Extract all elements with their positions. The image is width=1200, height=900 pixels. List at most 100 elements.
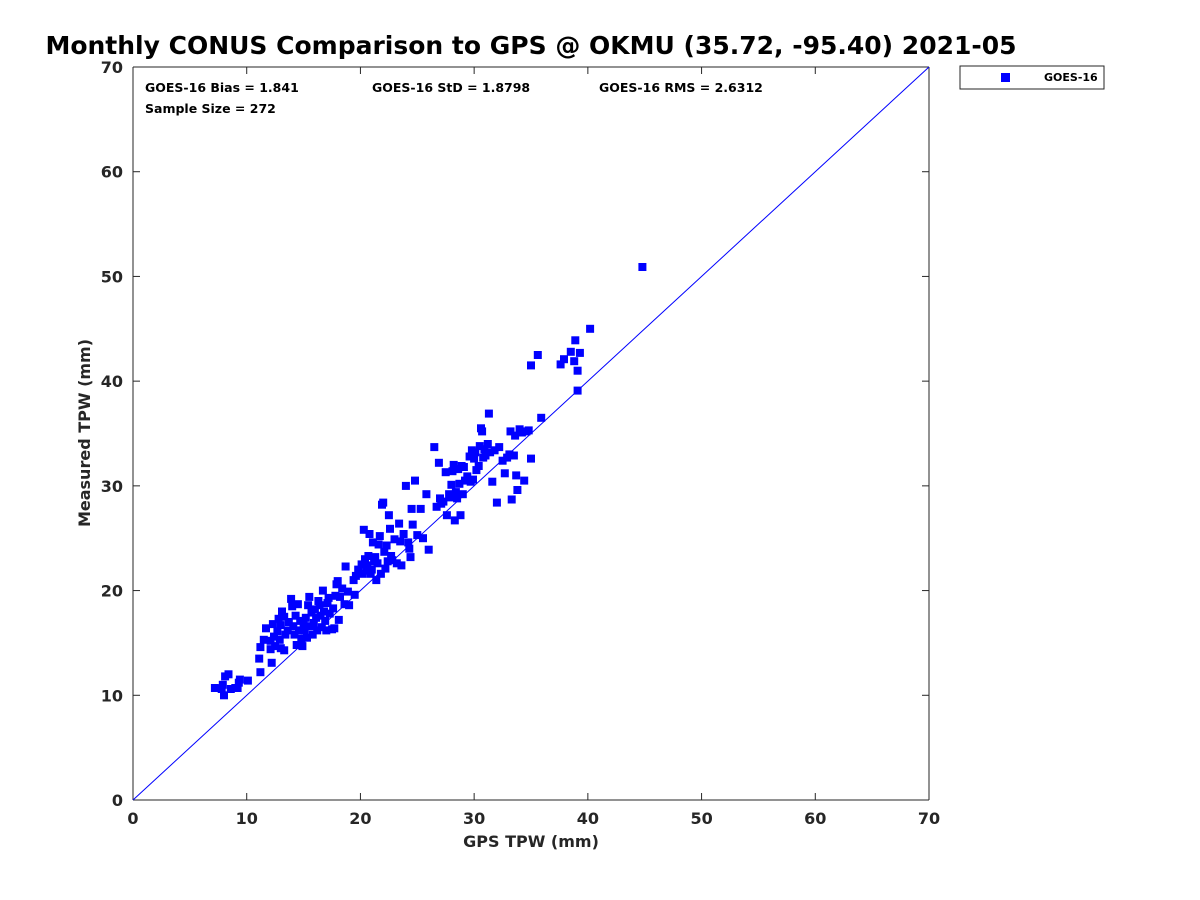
data-point	[419, 534, 427, 543]
std-annotation: GOES-16 StD = 1.8798	[372, 80, 530, 95]
x-axis-label: GPS TPW (mm)	[463, 832, 599, 851]
data-point	[218, 680, 227, 689]
data-point	[320, 607, 328, 616]
data-point	[380, 547, 389, 556]
data-point	[234, 678, 243, 687]
data-point	[474, 462, 483, 470]
data-point	[371, 553, 380, 562]
data-point	[527, 361, 535, 370]
data-point	[446, 493, 455, 502]
sample-size-annotation: Sample Size = 272	[145, 101, 276, 116]
data-point	[284, 618, 293, 626]
data-point	[455, 479, 464, 488]
data-point	[392, 559, 401, 568]
y-tick-label: 10	[101, 686, 123, 705]
data-point	[573, 386, 582, 395]
data-point	[453, 494, 462, 503]
data-point	[512, 471, 521, 480]
data-point	[498, 456, 507, 465]
data-point	[372, 576, 381, 585]
data-point	[537, 413, 546, 422]
data-point	[266, 645, 275, 654]
data-point	[366, 569, 375, 578]
data-point	[220, 691, 228, 700]
data-point	[507, 495, 516, 504]
data-point	[575, 348, 584, 357]
data-point	[217, 685, 226, 693]
data-point	[533, 351, 542, 359]
x-tick-label: 0	[127, 809, 138, 828]
data-point	[259, 635, 268, 644]
chart-title: Monthly CONUS Comparison to GPS @ OKMU (…	[45, 31, 1016, 60]
data-point	[458, 490, 467, 499]
data-point	[390, 535, 399, 544]
data-point	[278, 607, 286, 616]
data-point	[506, 427, 515, 436]
data-point	[449, 460, 458, 469]
data-point	[570, 357, 579, 366]
data-point	[401, 481, 410, 490]
data-point	[407, 504, 416, 513]
x-tick-label: 30	[463, 809, 485, 828]
data-point	[292, 641, 301, 649]
data-point	[224, 670, 233, 679]
data-point	[362, 566, 371, 575]
data-point	[270, 632, 278, 641]
data-point	[451, 488, 460, 497]
data-point	[338, 584, 347, 593]
data-point	[309, 619, 318, 627]
data-point	[560, 355, 568, 364]
x-tick-label: 60	[804, 809, 826, 828]
data-point	[556, 360, 565, 369]
data-point	[345, 601, 354, 610]
data-point	[333, 577, 342, 586]
data-point	[290, 630, 299, 639]
data-point	[405, 544, 414, 553]
data-point	[571, 336, 580, 345]
data-point	[308, 630, 317, 639]
data-point	[638, 263, 647, 271]
data-point	[381, 564, 390, 573]
data-point	[408, 520, 417, 529]
data-point	[586, 324, 595, 333]
data-point	[422, 490, 431, 499]
data-point	[488, 477, 497, 486]
data-point	[471, 448, 480, 457]
y-tick-label: 0	[112, 791, 123, 810]
data-point	[340, 600, 349, 609]
stats-annotations: GOES-16 Bias = 1.841 GOES-16 StD = 1.879…	[145, 80, 763, 116]
data-point	[459, 463, 468, 471]
data-point	[310, 605, 319, 614]
data-point	[354, 565, 363, 574]
data-point	[267, 658, 276, 667]
data-point	[461, 476, 469, 485]
legend-marker	[1001, 73, 1010, 82]
data-point	[331, 591, 340, 600]
data-point	[287, 594, 296, 603]
data-point	[566, 347, 575, 356]
data-point	[322, 626, 331, 635]
data-point	[448, 467, 457, 476]
data-point	[397, 561, 406, 570]
x-tick-label: 50	[690, 809, 712, 828]
data-point	[274, 614, 283, 623]
data-point	[255, 654, 264, 663]
x-tick-label: 20	[349, 809, 371, 828]
data-point	[329, 604, 338, 613]
data-point	[384, 511, 393, 520]
plot-area	[132, 66, 930, 801]
data-point	[305, 592, 314, 601]
data-point	[288, 602, 297, 611]
data-point	[490, 446, 499, 455]
data-point	[289, 622, 298, 631]
data-point	[463, 472, 472, 481]
data-point	[350, 590, 359, 599]
y-tick-label: 50	[101, 267, 123, 286]
data-point	[495, 443, 504, 452]
data-point	[465, 452, 474, 461]
y-tick-label: 20	[101, 582, 123, 601]
data-point	[318, 586, 327, 595]
data-point	[359, 525, 368, 534]
data-point	[383, 557, 392, 566]
